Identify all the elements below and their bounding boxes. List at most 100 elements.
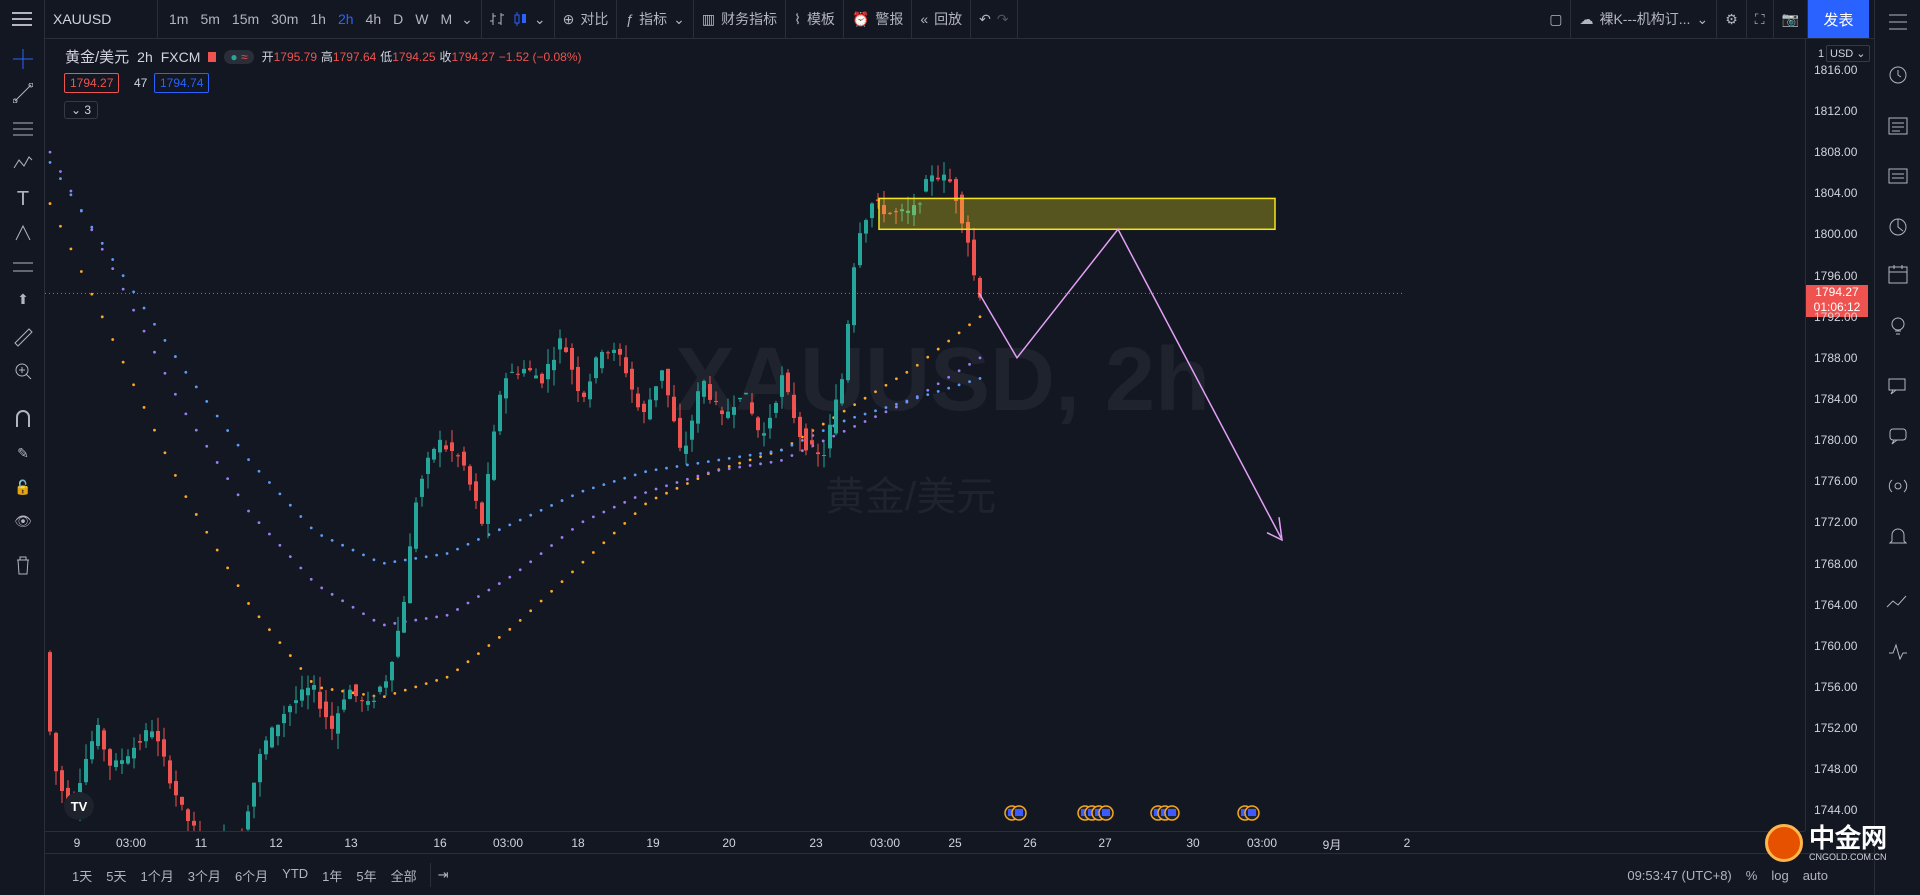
zoom-icon[interactable] [12, 360, 34, 382]
interval-M[interactable]: M [440, 11, 453, 27]
candle-body [288, 706, 292, 713]
crosshair-icon[interactable] [12, 48, 34, 70]
ideas-icon[interactable] [1886, 314, 1910, 338]
chats-icon[interactable] [1886, 374, 1910, 398]
auto-toggle[interactable]: auto [1802, 867, 1828, 883]
clock-label[interactable]: 09:53:47 (UTC+8) [1627, 867, 1732, 883]
eye-icon[interactable]: 👁 [14, 512, 32, 529]
publish-button[interactable]: 发表 [1808, 0, 1869, 38]
compare-button[interactable]: ⊕ 对比 [555, 0, 618, 38]
range-1年[interactable]: 1年 [322, 868, 343, 884]
notifications-icon[interactable] [1886, 524, 1910, 548]
ma-dot [215, 461, 219, 464]
range-6个月[interactable]: 6个月 [234, 868, 269, 884]
candle-body [810, 440, 814, 445]
interval-D[interactable]: D [393, 11, 404, 27]
interval-1m[interactable]: 1m [169, 11, 189, 27]
interval-2h[interactable]: 2h [337, 11, 354, 27]
streams-icon[interactable] [1886, 474, 1910, 498]
node-icon[interactable] [12, 222, 34, 244]
replay-button[interactable]: «回放 [912, 0, 972, 38]
hotlist-icon[interactable] [1886, 214, 1910, 238]
time-tick-label: 11 [194, 836, 208, 850]
templates-button[interactable]: ⌇ 模板 [786, 0, 844, 38]
market-icon[interactable] [1886, 590, 1910, 614]
trash-icon[interactable] [12, 554, 34, 576]
goto-date-icon[interactable]: ⇥ [437, 867, 449, 882]
ma-dot [633, 496, 637, 499]
layout-toggle[interactable]: ▢ [1541, 0, 1572, 38]
range-5天[interactable]: 5天 [106, 868, 127, 884]
bid-price-box[interactable]: 1794.27 [64, 73, 120, 93]
pattern-icon[interactable] [12, 152, 34, 174]
messages-icon[interactable] [1886, 424, 1910, 448]
text-icon[interactable]: T [16, 187, 30, 210]
interval-15m[interactable]: 15m [231, 11, 260, 27]
ma-dot [414, 556, 418, 560]
alerts-button[interactable]: ⏰ 警报 [844, 0, 913, 38]
interval-4h[interactable]: 4h [365, 11, 382, 27]
fullscreen-button[interactable]: ⛶ [1747, 0, 1774, 38]
calendar-icon[interactable] [1886, 262, 1910, 286]
ma-dot [529, 609, 533, 613]
snapshot-button[interactable]: 📷 [1774, 0, 1808, 38]
indicators-button[interactable]: ƒ 指标 ⌄ [617, 0, 694, 38]
rewind-icon: « [920, 11, 929, 27]
price-tick-label: 1792.00 [1814, 309, 1858, 324]
price-axis[interactable]: 1 USD ⌄ 1794.27 01:06:12 1816.00 1812.00 1… [1805, 39, 1876, 831]
range-1天[interactable]: 1天 [72, 868, 93, 884]
fib-icon[interactable] [12, 118, 34, 140]
news-icon[interactable] [1886, 114, 1910, 138]
ma-dot [560, 580, 564, 584]
ruler-icon[interactable] [12, 326, 34, 348]
interval-30m[interactable]: 30m [271, 11, 299, 27]
ma-dot [173, 392, 177, 396]
magnet-icon[interactable] [12, 408, 34, 430]
range-1个月[interactable]: 1个月 [140, 868, 174, 884]
ask-price-box[interactable]: 1794.74 [154, 73, 210, 93]
interval-5m[interactable]: 5m [200, 11, 220, 27]
ma-dot [539, 552, 543, 556]
status-dots[interactable]: ● ≈ [224, 49, 254, 64]
tradingview-logo[interactable]: TV [64, 792, 94, 820]
symbol-search[interactable]: XAUUSD [45, 0, 158, 38]
pencil-lock-icon[interactable]: ✎ [17, 444, 29, 461]
range-3个月[interactable]: 3个月 [187, 868, 221, 884]
watchlist-icon[interactable] [1886, 10, 1910, 34]
data-window-icon[interactable] [1886, 164, 1910, 188]
chart-pane[interactable]: XAUUSD, 2h 黄金/美元 [45, 39, 1405, 831]
measure-lines-icon[interactable] [12, 256, 34, 278]
settings-button[interactable]: ⚙ [1717, 0, 1747, 38]
interval-W[interactable]: W [415, 11, 429, 27]
ma-dot [477, 538, 480, 541]
candle-body [534, 375, 538, 379]
arrow-up-icon[interactable]: ⬆ [17, 290, 29, 307]
ma-dot [759, 462, 762, 466]
range-全部[interactable]: 全部 [390, 868, 417, 884]
menu-icon[interactable] [0, 0, 45, 38]
ma-dot [905, 370, 909, 374]
lock-icon[interactable]: 🔓 [14, 478, 32, 495]
undo-icon[interactable]: ↶ [979, 10, 991, 27]
interval-1h[interactable]: 1h [310, 11, 326, 27]
alarm-clock-icon[interactable] [1886, 62, 1910, 86]
screener-icon[interactable] [1886, 640, 1910, 664]
range-YTD[interactable]: YTD [282, 865, 309, 881]
indicators-collapse-toggle[interactable]: ⌄ 3 [64, 101, 99, 119]
currency-selector[interactable]: USD ⌄ [1826, 45, 1870, 62]
candle-body [498, 394, 502, 432]
trendline-icon[interactable] [12, 82, 34, 104]
layout-name-button[interactable]: ☁ 裸K---机构订... ⌄ [1571, 0, 1718, 38]
percent-toggle[interactable]: % [1745, 867, 1758, 883]
chevron-down-icon[interactable]: ⌄ [461, 10, 473, 27]
chart-legend: 黄金/美元 2h FXCM ● ≈ 开1795.79 高1797.64 低179… [65, 46, 582, 67]
range-5年[interactable]: 5年 [356, 868, 377, 884]
log-toggle[interactable]: log [1771, 867, 1789, 883]
ma-dot [288, 654, 292, 657]
ma-dot [665, 484, 668, 488]
candle-body [180, 796, 184, 805]
financials-button[interactable]: ▥ 财务指标 [694, 0, 787, 38]
redo-icon[interactable]: ↷ [996, 10, 1009, 27]
chart-type-button[interactable]: ⌄ [482, 0, 555, 38]
time-axis[interactable]: 9 03:00 11 12 13 16 03:00 18 19 20 23 03:00 25 26 27 30… [45, 831, 1805, 854]
